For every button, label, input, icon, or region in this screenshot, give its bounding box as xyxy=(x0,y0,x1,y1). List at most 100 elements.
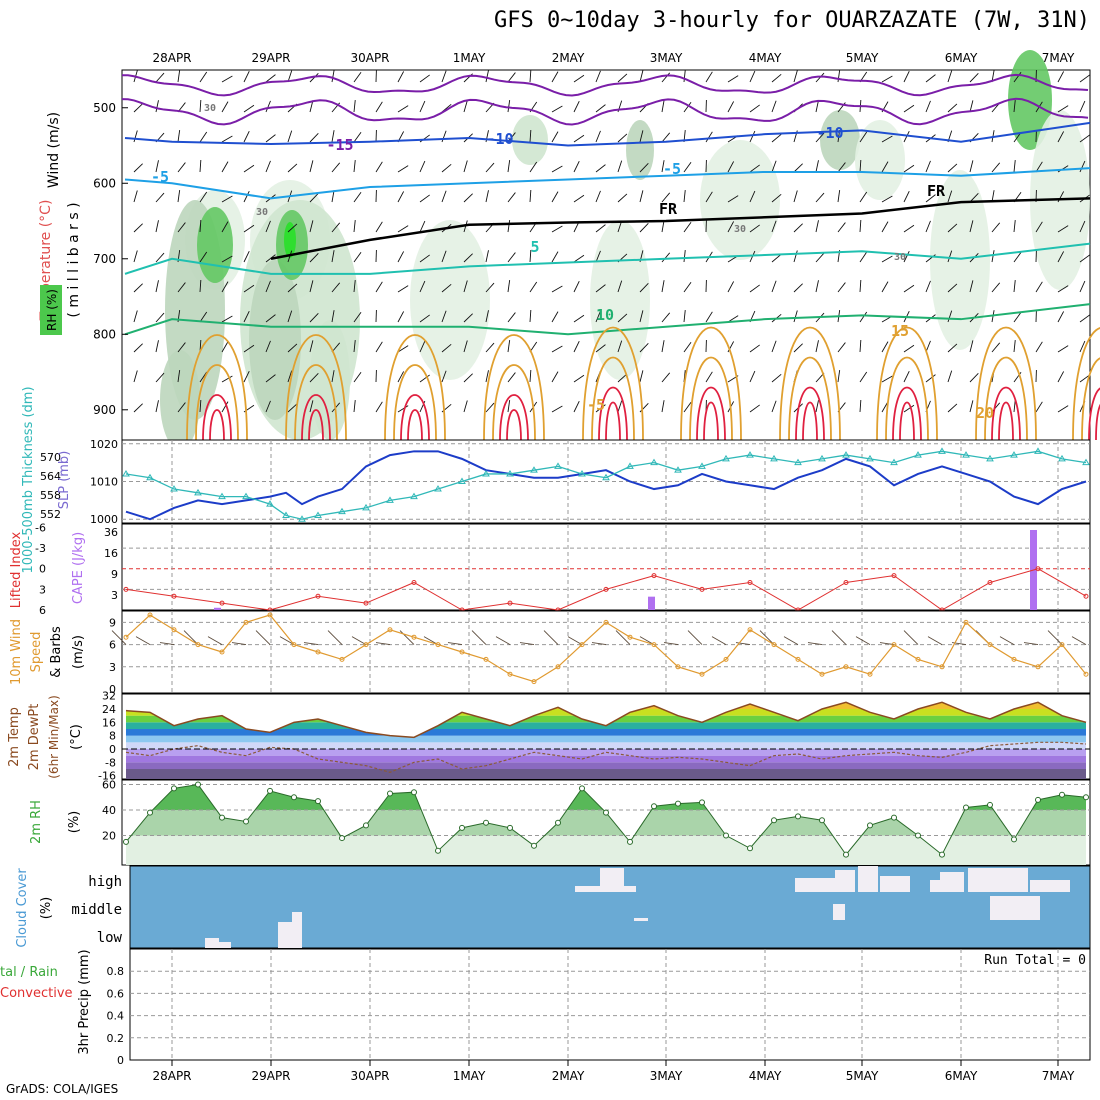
lifted-index-marker xyxy=(171,593,177,599)
wind-barb xyxy=(397,191,405,203)
rh-marker xyxy=(411,789,417,796)
wind-barb xyxy=(969,340,974,353)
thickness-marker xyxy=(674,466,682,473)
contour-label: 30 xyxy=(204,103,216,114)
wind-barb xyxy=(551,105,563,113)
wind-barb xyxy=(683,190,686,203)
wind-barb xyxy=(485,190,489,203)
wind-barb-10m xyxy=(591,642,607,646)
wind-barb xyxy=(859,279,862,293)
wind-barb xyxy=(617,400,623,413)
date-label-top: 6MAY xyxy=(945,51,978,65)
wind-barb xyxy=(1079,134,1090,143)
cloud-block xyxy=(833,904,845,920)
contour-label: 15 xyxy=(891,322,909,340)
lifted-index-marker xyxy=(123,586,129,592)
wind-barb xyxy=(1013,312,1022,323)
wind-barb-10m xyxy=(831,630,847,645)
lifted-index-marker xyxy=(507,600,513,606)
rh-marker xyxy=(243,818,249,825)
wind-barb xyxy=(881,75,893,83)
date-label-top: 30APR xyxy=(350,51,389,65)
wind-barb-10m xyxy=(1071,636,1087,645)
wind-barb-10m xyxy=(207,636,223,645)
wind-barb-10m xyxy=(927,636,943,645)
wind-barb-10m xyxy=(759,630,775,645)
wind-barb xyxy=(793,250,798,263)
wind-speed-marker xyxy=(147,612,153,618)
wind-barb xyxy=(1013,220,1016,233)
wind-barb xyxy=(661,160,665,173)
temp-tick-label: 16 xyxy=(102,716,116,729)
wind-barb-10m xyxy=(375,642,391,646)
wind-barb xyxy=(595,164,606,173)
wind-speed-marker xyxy=(243,619,249,625)
temperature-band xyxy=(126,735,1086,743)
wind-barb xyxy=(529,249,532,263)
isotherm-warm-loop xyxy=(680,326,742,441)
wind-barb xyxy=(155,400,159,413)
wind-barb xyxy=(595,70,601,83)
wind-speed-marker xyxy=(219,649,225,655)
wind-barb xyxy=(463,193,473,203)
slp-tick-label: 1000 xyxy=(90,513,118,526)
wind-barb xyxy=(881,281,889,293)
wind-barb xyxy=(639,310,644,323)
wind-barb xyxy=(815,400,819,413)
cape-bar xyxy=(648,596,655,610)
rh-marker xyxy=(747,845,753,852)
isotherm-warm-loop xyxy=(202,394,232,441)
wind-barb xyxy=(419,280,426,293)
wind-barb-10m xyxy=(1023,642,1039,646)
wind-barb xyxy=(441,370,447,383)
cloud-block xyxy=(634,918,648,921)
wind-barb xyxy=(617,193,628,203)
cloud-level-label: low xyxy=(97,930,123,946)
wind-barb xyxy=(221,375,233,383)
ylabel-convective: Convective xyxy=(0,986,73,1001)
temperature-band xyxy=(126,742,1086,749)
wind-barb xyxy=(881,341,889,353)
contour-label: -10 xyxy=(816,124,843,142)
wind-barb xyxy=(265,74,276,83)
precip-tick-label: 0.2 xyxy=(107,1032,125,1045)
wind-barb xyxy=(243,191,250,203)
contour-label: -5 xyxy=(151,168,169,186)
wind-barb xyxy=(1079,160,1086,173)
wind-barb xyxy=(815,160,819,173)
contour-label: 30 xyxy=(894,252,906,263)
wind-speed-marker xyxy=(315,649,321,655)
date-label-bottom: 4MAY xyxy=(749,1069,782,1083)
wind-barb xyxy=(837,222,846,233)
wind-barb xyxy=(507,72,516,83)
wind-barb-10m xyxy=(1047,630,1063,645)
wind-barb xyxy=(573,341,580,353)
wind-barb xyxy=(485,310,489,323)
wind-barb xyxy=(133,130,138,143)
wind-barb xyxy=(287,343,298,353)
wind-barb xyxy=(947,223,958,233)
wind-barb xyxy=(485,162,495,173)
lifted-index-marker xyxy=(891,573,897,579)
rh-shading xyxy=(249,260,301,420)
wind-barb xyxy=(1057,405,1069,413)
wind-barb xyxy=(133,190,138,203)
rh-marker xyxy=(195,781,201,788)
wind-barb xyxy=(133,403,143,413)
wind-barb xyxy=(903,404,915,413)
li-tick-label: 3 xyxy=(39,583,46,596)
wind-barb xyxy=(265,160,271,173)
wind-barb xyxy=(331,370,335,383)
wind-barb xyxy=(991,282,1001,293)
wind-barb xyxy=(969,73,979,83)
wind-barb xyxy=(595,130,601,143)
wind-speed-marker xyxy=(459,649,465,655)
isotherm--5 xyxy=(124,167,1091,200)
rh-marker xyxy=(699,799,705,806)
isotherm--10 xyxy=(124,121,1091,147)
rh-tick-label: 20 xyxy=(102,830,116,843)
rh-shading xyxy=(700,140,780,260)
wind-barb xyxy=(419,194,430,203)
wind-barb xyxy=(441,163,452,173)
thickness-marker xyxy=(842,451,850,458)
